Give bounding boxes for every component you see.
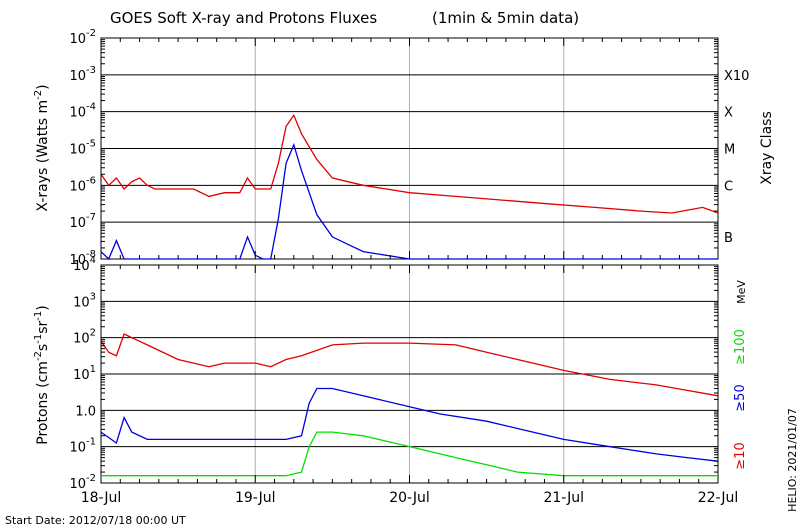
ticks-layer: 10-810-710-610-510-410-310-2BCMXX1010-21…: [69, 28, 749, 506]
y-tick-label: 102: [73, 328, 96, 347]
x-tick-label: 21-Jul: [543, 490, 584, 506]
y-tick-label: 10-8: [69, 249, 96, 268]
y-tick-label: 10-5: [69, 139, 96, 158]
energy-label-50: ≥50: [733, 384, 748, 411]
xray-series-blue: [100, 142, 718, 261]
xray-axis-label: X-rays (Watts m-2): [33, 84, 51, 211]
xray-class-x10: X10: [724, 69, 749, 84]
y-tick-label: 104: [73, 255, 96, 274]
y-tick-label: 10-6: [69, 175, 96, 194]
x-tick-label: 19-Jul: [235, 490, 276, 506]
y-tick-label: 10-2: [69, 28, 96, 47]
grid-layer: [101, 38, 718, 483]
xray-class-axis-label: Xray Class: [759, 111, 775, 185]
energy-label-100: ≥100: [733, 329, 748, 365]
xray-class-m: M: [724, 143, 735, 158]
energy-label-10: ≥10: [733, 442, 748, 469]
y-tick-label: 10-7: [69, 212, 96, 231]
protons-series-green: [101, 431, 718, 477]
start-date-label: Start Date: 2012/07/18 00:00 UT: [5, 514, 186, 527]
x-tick-label: 18-Jul: [81, 490, 122, 506]
y-tick-label: 101: [73, 364, 96, 383]
proton-axis-label: Protons (cm-2s-1sr-1): [33, 305, 51, 444]
xray-series-red: [100, 113, 719, 214]
y-tick-label: 10-1: [69, 437, 96, 456]
xray-class-b: B: [724, 231, 733, 246]
y-tick-label: 10-3: [69, 65, 96, 84]
credit-label: HELIO: 2021/01/07: [786, 408, 799, 512]
xray-class-c: C: [724, 179, 733, 194]
series-layer: [100, 113, 719, 477]
xray-class-x: X: [724, 106, 733, 121]
y-tick-label: 103: [73, 291, 96, 310]
protons-series-red: [100, 333, 719, 397]
protons-series-blue: [100, 387, 719, 462]
y-tick-label: 10-2: [69, 473, 96, 492]
y-tick-label: 10-4: [69, 102, 96, 121]
y-tick-label: 1.0: [75, 404, 96, 419]
chart-subtitle: (1min & 5min data): [432, 9, 579, 27]
energy-unit-label: MeV: [735, 280, 748, 304]
x-tick-label: 20-Jul: [389, 490, 430, 506]
x-tick-label: 22-Jul: [698, 490, 739, 506]
chart-title: GOES Soft X-ray and Protons Fluxes: [110, 9, 377, 27]
